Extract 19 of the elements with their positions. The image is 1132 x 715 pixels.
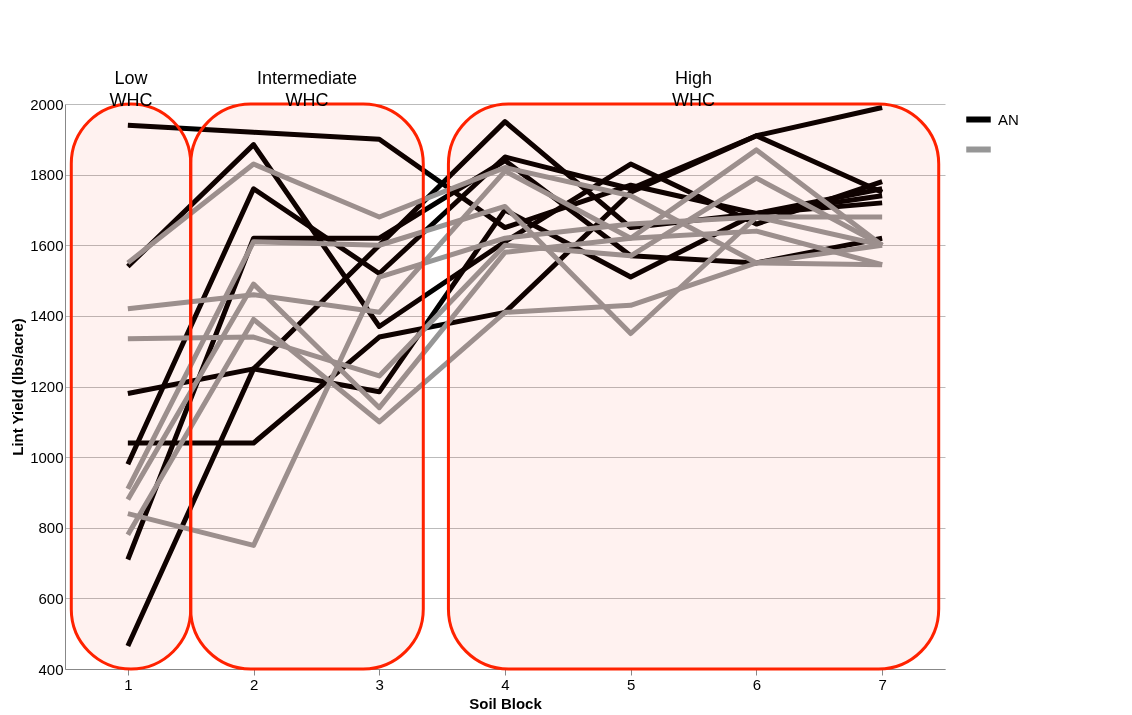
- y-tick-label: 800: [38, 519, 64, 537]
- y-tick-label: 1600: [30, 236, 64, 254]
- y-tick-label: 1400: [30, 307, 64, 325]
- x-tick-label: 1: [124, 675, 133, 693]
- x-axis-title: Soil Block: [469, 694, 543, 712]
- legend-label: AN: [998, 110, 1019, 128]
- y-tick-label: 400: [38, 660, 64, 678]
- y-tick-label: 1000: [30, 448, 64, 466]
- y-axis-title: Lint Yield (lbs/acre): [9, 318, 27, 456]
- x-tick-label: 3: [375, 675, 384, 693]
- x-tick-label: 5: [627, 675, 636, 693]
- y-tick-label: 2000: [30, 95, 64, 113]
- x-tick-label: 4: [501, 675, 510, 693]
- y-tick-label: 1200: [30, 378, 64, 395]
- y-tick-label: 600: [38, 589, 64, 607]
- y-tick-label: 1800: [30, 166, 64, 184]
- x-tick-label: 2: [249, 675, 259, 693]
- x-tick-label: 7: [878, 675, 887, 693]
- x-tick-label: 6: [752, 675, 762, 693]
